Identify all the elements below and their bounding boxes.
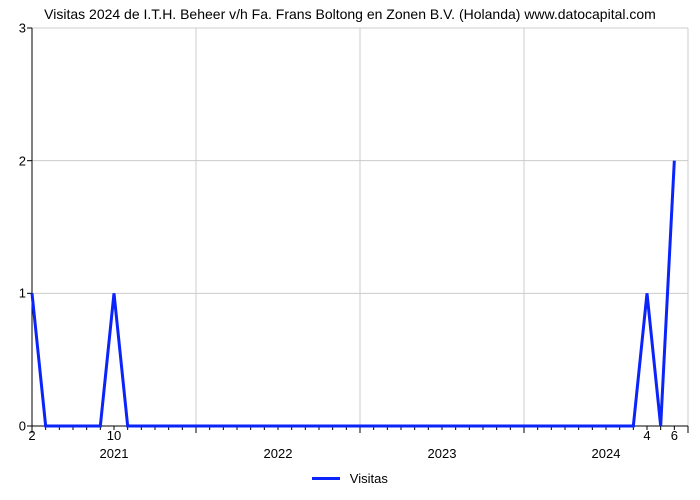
chart-title: Visitas 2024 de I.T.H. Beheer v/h Fa. Fr…	[0, 6, 700, 22]
chart-plot-area: 0123210462021202220232024	[32, 28, 688, 426]
x-tick-value-label: 6	[671, 426, 678, 443]
y-tick-label: 1	[19, 286, 32, 301]
chart-legend: Visitas	[0, 470, 700, 486]
x-year-label: 2021	[100, 426, 129, 461]
x-year-label: 2022	[264, 426, 293, 461]
x-tick-value-label: 4	[643, 426, 650, 443]
legend-series-line	[312, 477, 340, 480]
legend-series-label: Visitas	[350, 471, 388, 486]
x-year-label: 2023	[428, 426, 457, 461]
y-tick-label: 2	[19, 153, 32, 168]
x-year-label: 2024	[592, 426, 621, 461]
y-tick-label: 3	[19, 21, 32, 36]
